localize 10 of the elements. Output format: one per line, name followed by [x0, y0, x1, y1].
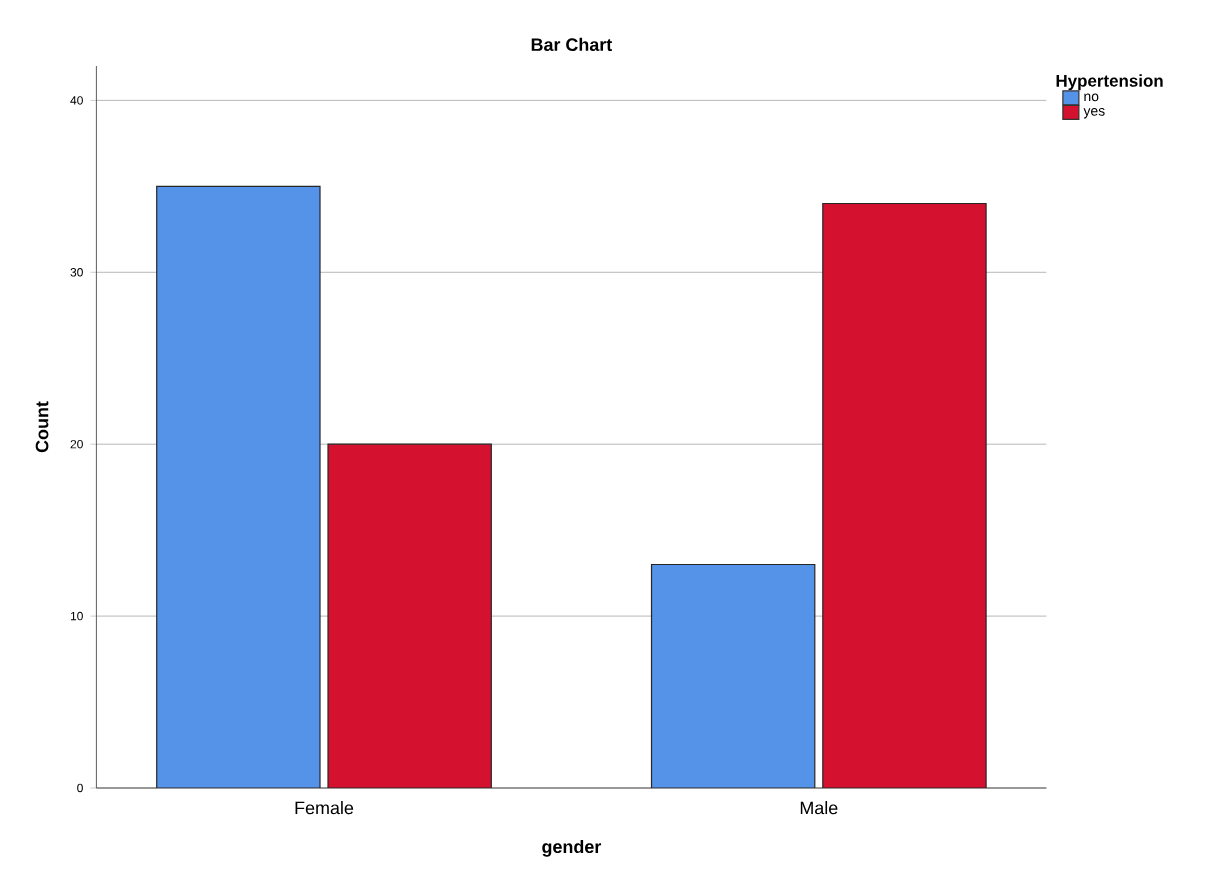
bar: [650, 563, 816, 788]
x-axis-title: gender: [542, 839, 602, 857]
bar: [822, 202, 987, 788]
legend-title: Hypertension: [1056, 74, 1163, 91]
bar: [327, 443, 492, 788]
bar: [156, 185, 321, 788]
chart-title: Bar Chart: [531, 37, 613, 52]
x-tick-label: Male: [800, 801, 838, 815]
x-tick-label: Female: [295, 801, 354, 815]
y-axis-title: Count: [35, 401, 49, 453]
